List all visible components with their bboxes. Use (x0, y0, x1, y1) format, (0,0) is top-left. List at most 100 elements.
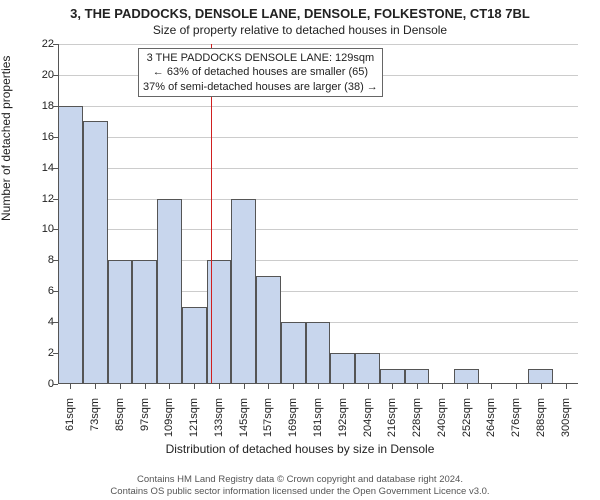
plot-area: 3 THE PADDOCKS DENSOLE LANE: 129sqm← 63%… (58, 44, 578, 384)
y-tick-label: 4 (24, 316, 54, 328)
x-tick-mark (145, 384, 146, 389)
x-tick-label: 204sqm (362, 398, 374, 448)
y-tick-mark (53, 137, 58, 138)
x-tick-mark (219, 384, 220, 389)
x-tick-label: 228sqm (411, 398, 423, 448)
histogram-bar (182, 307, 207, 384)
histogram-bar (58, 106, 83, 384)
chart-title-main: 3, THE PADDOCKS, DENSOLE LANE, DENSOLE, … (0, 0, 600, 21)
y-tick-mark (53, 199, 58, 200)
y-tick-mark (53, 260, 58, 261)
y-tick-label: 20 (24, 69, 54, 81)
y-tick-mark (53, 229, 58, 230)
x-tick-mark (368, 384, 369, 389)
gridline (58, 168, 578, 169)
x-tick-mark (566, 384, 567, 389)
x-tick-label: 61sqm (64, 398, 76, 448)
chart-title-sub: Size of property relative to detached ho… (0, 21, 600, 37)
x-tick-mark (392, 384, 393, 389)
y-tick-label: 14 (24, 162, 54, 174)
y-tick-label: 10 (24, 223, 54, 235)
y-tick-label: 8 (24, 254, 54, 266)
histogram-bar (330, 353, 355, 384)
y-tick-mark (53, 106, 58, 107)
x-tick-mark (343, 384, 344, 389)
y-tick-label: 0 (24, 378, 54, 390)
histogram-bar (157, 199, 182, 384)
x-tick-mark (442, 384, 443, 389)
x-tick-label: 252sqm (461, 398, 473, 448)
y-tick-mark (53, 75, 58, 76)
y-tick-label: 18 (24, 100, 54, 112)
y-tick-mark (53, 168, 58, 169)
x-tick-mark (70, 384, 71, 389)
x-tick-mark (169, 384, 170, 389)
y-tick-label: 16 (24, 131, 54, 143)
x-tick-label: 121sqm (188, 398, 200, 448)
y-tick-label: 12 (24, 193, 54, 205)
x-tick-mark (244, 384, 245, 389)
x-tick-label: 240sqm (436, 398, 448, 448)
footer-line-1: Contains HM Land Registry data © Crown c… (0, 474, 600, 486)
histogram-bar (380, 369, 405, 384)
gridline (58, 199, 578, 200)
histogram-bar (454, 369, 479, 384)
x-tick-mark (293, 384, 294, 389)
x-tick-label: 192sqm (337, 398, 349, 448)
y-tick-label: 22 (24, 38, 54, 50)
x-tick-mark (120, 384, 121, 389)
histogram-bar (231, 199, 256, 384)
x-tick-label: 145sqm (238, 398, 250, 448)
y-axis-label: Number of detached properties (0, 56, 13, 221)
histogram-bar (83, 121, 108, 384)
gridline (58, 106, 578, 107)
x-tick-mark (194, 384, 195, 389)
gridline (58, 44, 578, 45)
x-tick-mark (417, 384, 418, 389)
x-tick-label: 264sqm (485, 398, 497, 448)
annotation-line: 37% of semi-detached houses are larger (… (143, 80, 378, 94)
histogram-bar (207, 260, 232, 384)
x-tick-mark (467, 384, 468, 389)
x-tick-label: 157sqm (262, 398, 274, 448)
gridline (58, 137, 578, 138)
y-tick-mark (53, 384, 58, 385)
y-tick-label: 6 (24, 285, 54, 297)
x-tick-label: 133sqm (213, 398, 225, 448)
y-tick-mark (53, 353, 58, 354)
histogram-bar (405, 369, 430, 384)
histogram-bar (132, 260, 157, 384)
x-tick-mark (318, 384, 319, 389)
x-tick-label: 97sqm (139, 398, 151, 448)
histogram-bar (281, 322, 306, 384)
histogram-bar (108, 260, 133, 384)
x-tick-label: 109sqm (163, 398, 175, 448)
footer: Contains HM Land Registry data © Crown c… (0, 474, 600, 498)
histogram-bar (256, 276, 281, 384)
x-tick-label: 216sqm (386, 398, 398, 448)
gridline (58, 229, 578, 230)
histogram-bar (528, 369, 553, 384)
histogram-bar (355, 353, 380, 384)
footer-line-2: Contains OS public sector information li… (0, 486, 600, 498)
x-tick-label: 288sqm (535, 398, 547, 448)
annotation-box: 3 THE PADDOCKS DENSOLE LANE: 129sqm← 63%… (138, 48, 383, 97)
x-tick-label: 276sqm (510, 398, 522, 448)
x-tick-mark (516, 384, 517, 389)
x-tick-mark (268, 384, 269, 389)
x-tick-mark (541, 384, 542, 389)
x-tick-label: 169sqm (287, 398, 299, 448)
annotation-line: ← 63% of detached houses are smaller (65… (143, 65, 378, 79)
x-tick-label: 73sqm (89, 398, 101, 448)
annotation-line: 3 THE PADDOCKS DENSOLE LANE: 129sqm (143, 51, 378, 65)
x-tick-label: 85sqm (114, 398, 126, 448)
x-tick-mark (95, 384, 96, 389)
chart-container: 3, THE PADDOCKS, DENSOLE LANE, DENSOLE, … (0, 0, 600, 500)
y-tick-mark (53, 44, 58, 45)
histogram-bar (306, 322, 331, 384)
y-tick-mark (53, 322, 58, 323)
x-tick-label: 181sqm (312, 398, 324, 448)
x-tick-mark (491, 384, 492, 389)
y-tick-label: 2 (24, 347, 54, 359)
y-tick-mark (53, 291, 58, 292)
